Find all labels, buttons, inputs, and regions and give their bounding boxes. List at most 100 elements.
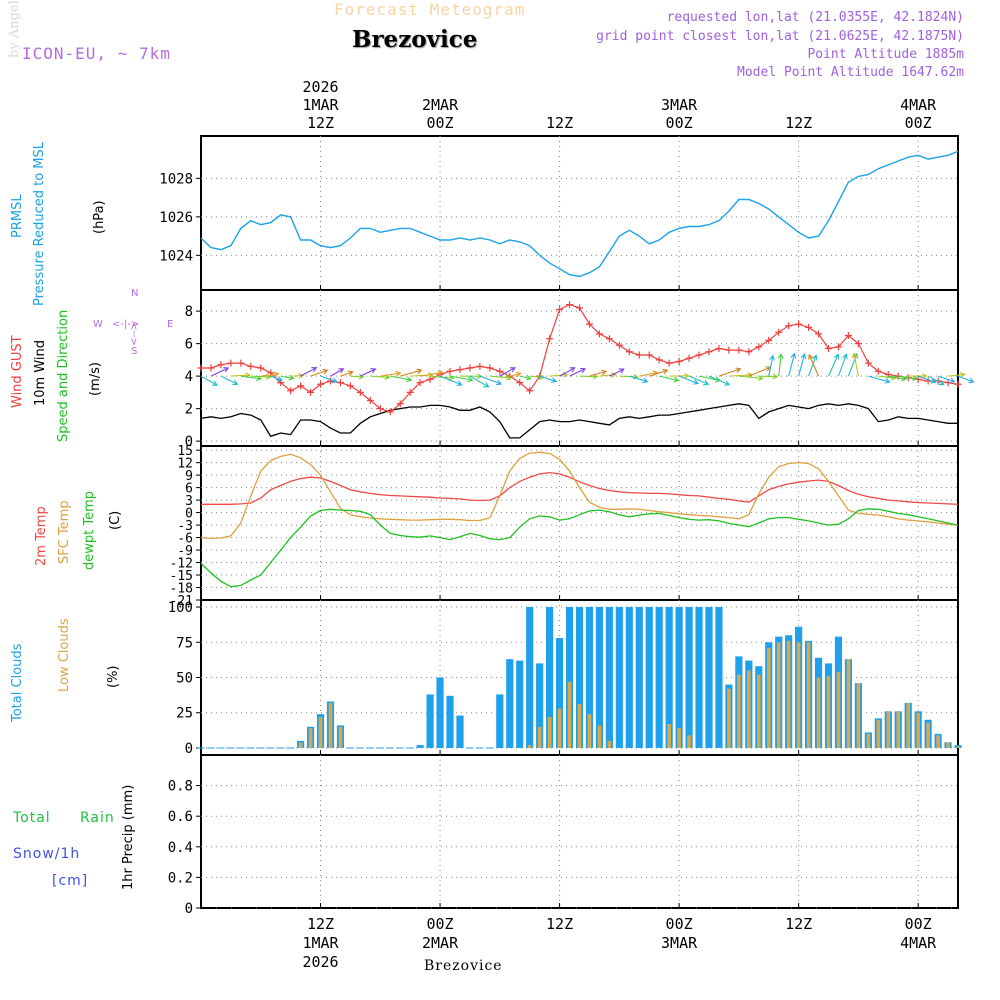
low-cloud-bar <box>776 642 781 748</box>
precipitation-ytick-label: 0.4 <box>168 840 193 856</box>
top-time-label: 00Z <box>666 114 693 132</box>
wind-arrow-head <box>551 377 558 383</box>
low-cloud-bar <box>577 704 582 748</box>
wind-arrows <box>200 352 975 388</box>
bottom-time-label: 3MAR <box>661 934 698 952</box>
gust-marker <box>376 405 384 413</box>
low-cloud-bar <box>298 742 303 748</box>
wind-arrow <box>220 375 238 385</box>
compass-n: N <box>131 288 139 299</box>
temperature-ytick-label: 12 <box>177 457 193 472</box>
wind-arrow-head <box>427 372 434 378</box>
compass-w: W <box>93 319 103 330</box>
sfc-temp-line <box>200 451 959 540</box>
top-time-label: 00Z <box>905 114 932 132</box>
gust-marker <box>645 351 653 359</box>
wind-arrow <box>888 375 906 380</box>
low-cloud-bar <box>727 688 731 748</box>
precipitation-ytick-label: 0.8 <box>168 779 193 795</box>
wind-arrow <box>509 372 521 377</box>
wind-arrow-head <box>662 368 669 375</box>
bottom-time-label: 12Z <box>307 915 334 933</box>
temperature-ytick-label: 6 <box>185 482 193 497</box>
wind-arrow-head <box>684 373 690 379</box>
low-cloud-bar <box>747 670 751 748</box>
low-cloud-bar <box>527 745 532 748</box>
gust-marker <box>396 400 404 408</box>
temperature-ytick-label: 0 <box>185 507 193 522</box>
requested-coords: requested lon,lat (21.0355E, 42.1824N) <box>666 10 964 25</box>
wind-arrow-head <box>769 354 775 361</box>
wind-arrow-head <box>703 380 710 386</box>
gust-marker <box>675 358 683 365</box>
temperature-ytick-label: 15 <box>177 444 193 459</box>
low-cloud-bar <box>687 735 691 748</box>
low-cloud-bar <box>318 716 323 748</box>
clouds-ytick-label: 0 <box>185 741 193 757</box>
low-cloud-bar <box>806 642 811 748</box>
wind-arrow-head <box>331 377 338 384</box>
gust-marker <box>625 348 633 356</box>
wind-arrow <box>230 374 250 377</box>
gust-marker <box>715 345 723 352</box>
total-cloud-bar <box>536 663 544 748</box>
gust-marker <box>735 346 743 354</box>
wind-ytick-label: 4 <box>185 369 193 385</box>
low-cloud-bar <box>597 725 602 748</box>
wind-arrow <box>798 354 805 377</box>
wind-arrow-head <box>358 373 365 380</box>
low-cloud-bar <box>926 722 930 748</box>
model-altitude: Model Point Altitude 1647.62m <box>737 65 964 80</box>
clouds-ytick-label: 75 <box>176 635 193 651</box>
gust-marker <box>635 351 643 359</box>
total-cloud-bar <box>456 715 464 748</box>
wind-arrow-head <box>930 378 937 384</box>
total-cloud-bar <box>416 745 424 748</box>
wind-arrow-head <box>632 373 639 380</box>
gust-marker <box>336 379 344 387</box>
watermark-text: by Angel <box>7 0 22 58</box>
low-cloud-bar <box>786 640 791 748</box>
wind-arrow <box>350 375 364 378</box>
total-cloud-bar <box>595 607 604 748</box>
wind-arrow-head <box>483 382 490 388</box>
low-cloud-bar <box>836 671 841 748</box>
low-cloud-bar <box>856 683 861 748</box>
compass-s: S <box>131 346 138 357</box>
wind-arrow <box>853 353 859 377</box>
top-time-label: 00Z <box>427 114 454 132</box>
temperature-ytick-label: -9 <box>177 544 193 559</box>
top-time-label: 12Z <box>546 114 573 132</box>
wind-arrow-head <box>211 380 218 386</box>
gust-marker <box>496 367 504 375</box>
total-cloud-bar <box>546 607 554 748</box>
gust-marker <box>207 364 215 372</box>
top-time-label: 2026 <box>302 78 338 96</box>
temperature-ytick-label: -6 <box>177 532 193 547</box>
wind-arrow <box>718 368 741 377</box>
wind-arrow <box>788 353 796 377</box>
temperature-ytick-label: -21 <box>170 594 193 609</box>
wind-arrow-head <box>790 352 797 359</box>
wind-arrow-head <box>467 376 474 383</box>
wind-arrow-head <box>505 374 512 381</box>
bottom-time-label: 4MAR <box>900 934 937 952</box>
top-time-label: 2MAR <box>422 96 459 114</box>
wind-arrow-head <box>842 353 848 360</box>
wind-arrow-head <box>515 371 522 378</box>
wind10-line <box>200 403 958 439</box>
watermark: by Angel <box>7 0 22 58</box>
low-cloud-bar <box>876 719 881 748</box>
wind-arrow-head <box>496 379 503 386</box>
gust-marker <box>356 388 364 396</box>
total-cloud-bar <box>705 607 713 748</box>
wind-arrow-head <box>735 367 742 373</box>
total-cloud-bar <box>625 607 633 748</box>
top-time-label: 12Z <box>785 114 812 132</box>
gust-marker <box>595 330 603 338</box>
wind-arrow-head <box>642 377 649 384</box>
wind-arrow <box>688 375 709 385</box>
wind-arrow-head <box>370 368 377 374</box>
gust-marker <box>197 364 205 372</box>
bottom-time-label: 12Z <box>546 915 573 933</box>
